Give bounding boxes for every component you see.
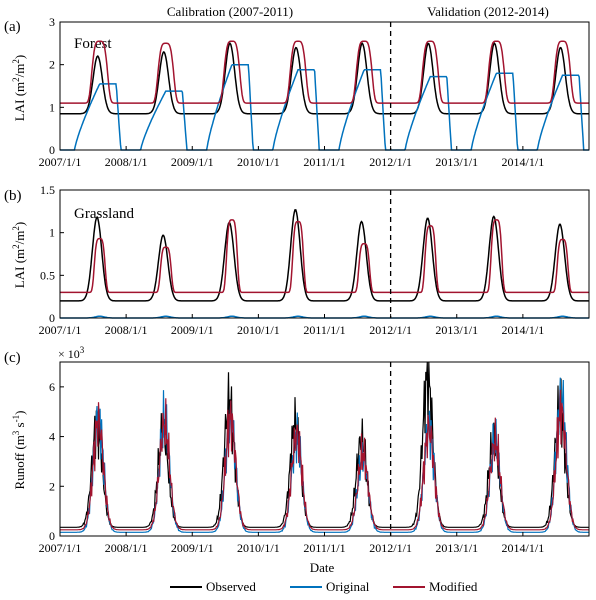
panel-b-xtick-label: 2012/1/1: [369, 323, 412, 337]
panel-a-ylabel: LAI (m2/m2): [11, 55, 27, 121]
panel-a-ytick-label: 2: [49, 58, 55, 72]
panel-c-label: (c): [4, 350, 21, 366]
panel-b-xtick-label: 2010/1/1: [237, 323, 280, 337]
panel-c-xtick-label: 2014/1/1: [502, 541, 545, 555]
panel-a-xtick-label: 2011/1/1: [303, 155, 345, 169]
panel-a-frame: [59, 21, 590, 151]
panel-a-ytick-label: 3: [49, 15, 55, 29]
panel-c-xtick-label: 2010/1/1: [237, 541, 280, 555]
panel-b-ytick-label: 1.5: [40, 183, 55, 197]
panel-a-ytick-label: 0: [49, 143, 55, 157]
panel-c-ylabel: Runoff (m3 s-1): [11, 411, 27, 490]
panel-b-ytick-label: 0.5: [40, 268, 55, 282]
panel-b-grassland: (b) Grassland LAI (m2/m2) 0 0.5 1 1.5 2007/1…: [4, 183, 590, 337]
panel-b-frame: [59, 189, 590, 319]
panel-b-modified-line: [60, 219, 589, 294]
legend-original-label: Original: [326, 579, 370, 594]
panel-a-plot: 0 1 2 3 2007/1/1 2008/1/1 2009/1/1 2010/1/1 2011…: [39, 15, 590, 169]
panel-c-ytick-label: 6: [49, 380, 55, 394]
panel-b-ytick-label: 0: [49, 311, 55, 325]
legend-modified-label: Modified: [429, 579, 478, 594]
panel-c-xtick-label: 2008/1/1: [105, 541, 148, 555]
panel-b-xtick-label: 2008/1/1: [105, 323, 148, 337]
panel-a-observed-line: [60, 42, 589, 115]
panel-b-xtick-label: 2011/1/1: [303, 323, 345, 337]
panel-c-frame: [59, 361, 590, 537]
panel-c-xtick-label: 2013/1/1: [435, 541, 478, 555]
legend-observed-label: Observed: [206, 579, 256, 594]
panel-a-xtick-label: 2007/1/1: [39, 155, 82, 169]
panel-a-modified-line: [60, 40, 589, 104]
panel-a-xtick-label: 2008/1/1: [105, 155, 148, 169]
panel-b-label: (b): [4, 188, 22, 204]
calibration-header: Calibration (2007-2011): [167, 4, 293, 19]
panel-a-ytick-label: 1: [49, 100, 55, 114]
panel-c-observed-line: [60, 361, 589, 528]
panel-b-inset-label: Grassland: [74, 206, 134, 222]
panel-c-xlabel: Date: [310, 560, 335, 575]
panel-c-ytick-label: 4: [49, 430, 55, 444]
panel-b-observed-line: [60, 209, 589, 302]
validation-header: Validation (2012-2014): [427, 4, 549, 19]
panel-b-xtick-label: 2009/1/1: [171, 323, 214, 337]
panel-c-plot: 0 2 4 6 2007/1/1 2008/1/1 2009/1/1 2010/1/1 2011…: [39, 361, 590, 555]
panel-a-inset-label: Forest: [74, 36, 112, 52]
panel-b-xtick-label: 2007/1/1: [39, 323, 82, 337]
panel-c-ytick-label: 0: [49, 529, 55, 543]
panel-a-xtick-label: 2013/1/1: [435, 155, 478, 169]
panel-c-modified-line: [60, 389, 589, 531]
panel-c-runoff: (c) × 103 Runoff (m3 s-1) Date 0 2 4 6 2007/…: [4, 345, 590, 575]
panel-a-label: (a): [4, 19, 21, 35]
panel-b-ylabel: LAI (m2/m2): [11, 222, 27, 288]
panel-c-xtick-label: 2012/1/1: [369, 541, 412, 555]
panel-b-xtick-label: 2013/1/1: [435, 323, 478, 337]
panel-a-xtick-label: 2009/1/1: [171, 155, 214, 169]
panel-a-forest: (a) Forest LAI (m2/m2) 0 1 2 3 2007/1/1 2008/…: [4, 15, 590, 169]
panel-b-ytick-label: 1: [49, 226, 55, 240]
panel-b-xtick-label: 2014/1/1: [502, 323, 545, 337]
legend: Observed Original Modified: [170, 579, 478, 594]
panel-c-xtick-label: 2011/1/1: [303, 541, 345, 555]
panel-a-xtick-label: 2012/1/1: [369, 155, 412, 169]
panel-c-multiplier: × 103: [58, 345, 85, 361]
panel-c-ytick-label: 2: [49, 479, 55, 493]
panel-a-xtick-label: 2014/1/1: [502, 155, 545, 169]
panel-c-xtick-label: 2007/1/1: [39, 541, 82, 555]
panel-a-xtick-label: 2010/1/1: [237, 155, 280, 169]
panel-b-plot: 0 0.5 1 1.5 2007/1/1 2008/1/1 2009/1/1 2010/1/1…: [39, 183, 590, 337]
panel-a-original-line: [60, 63, 589, 151]
panel-c-original-line: [60, 377, 589, 533]
panel-c-xtick-label: 2009/1/1: [171, 541, 214, 555]
